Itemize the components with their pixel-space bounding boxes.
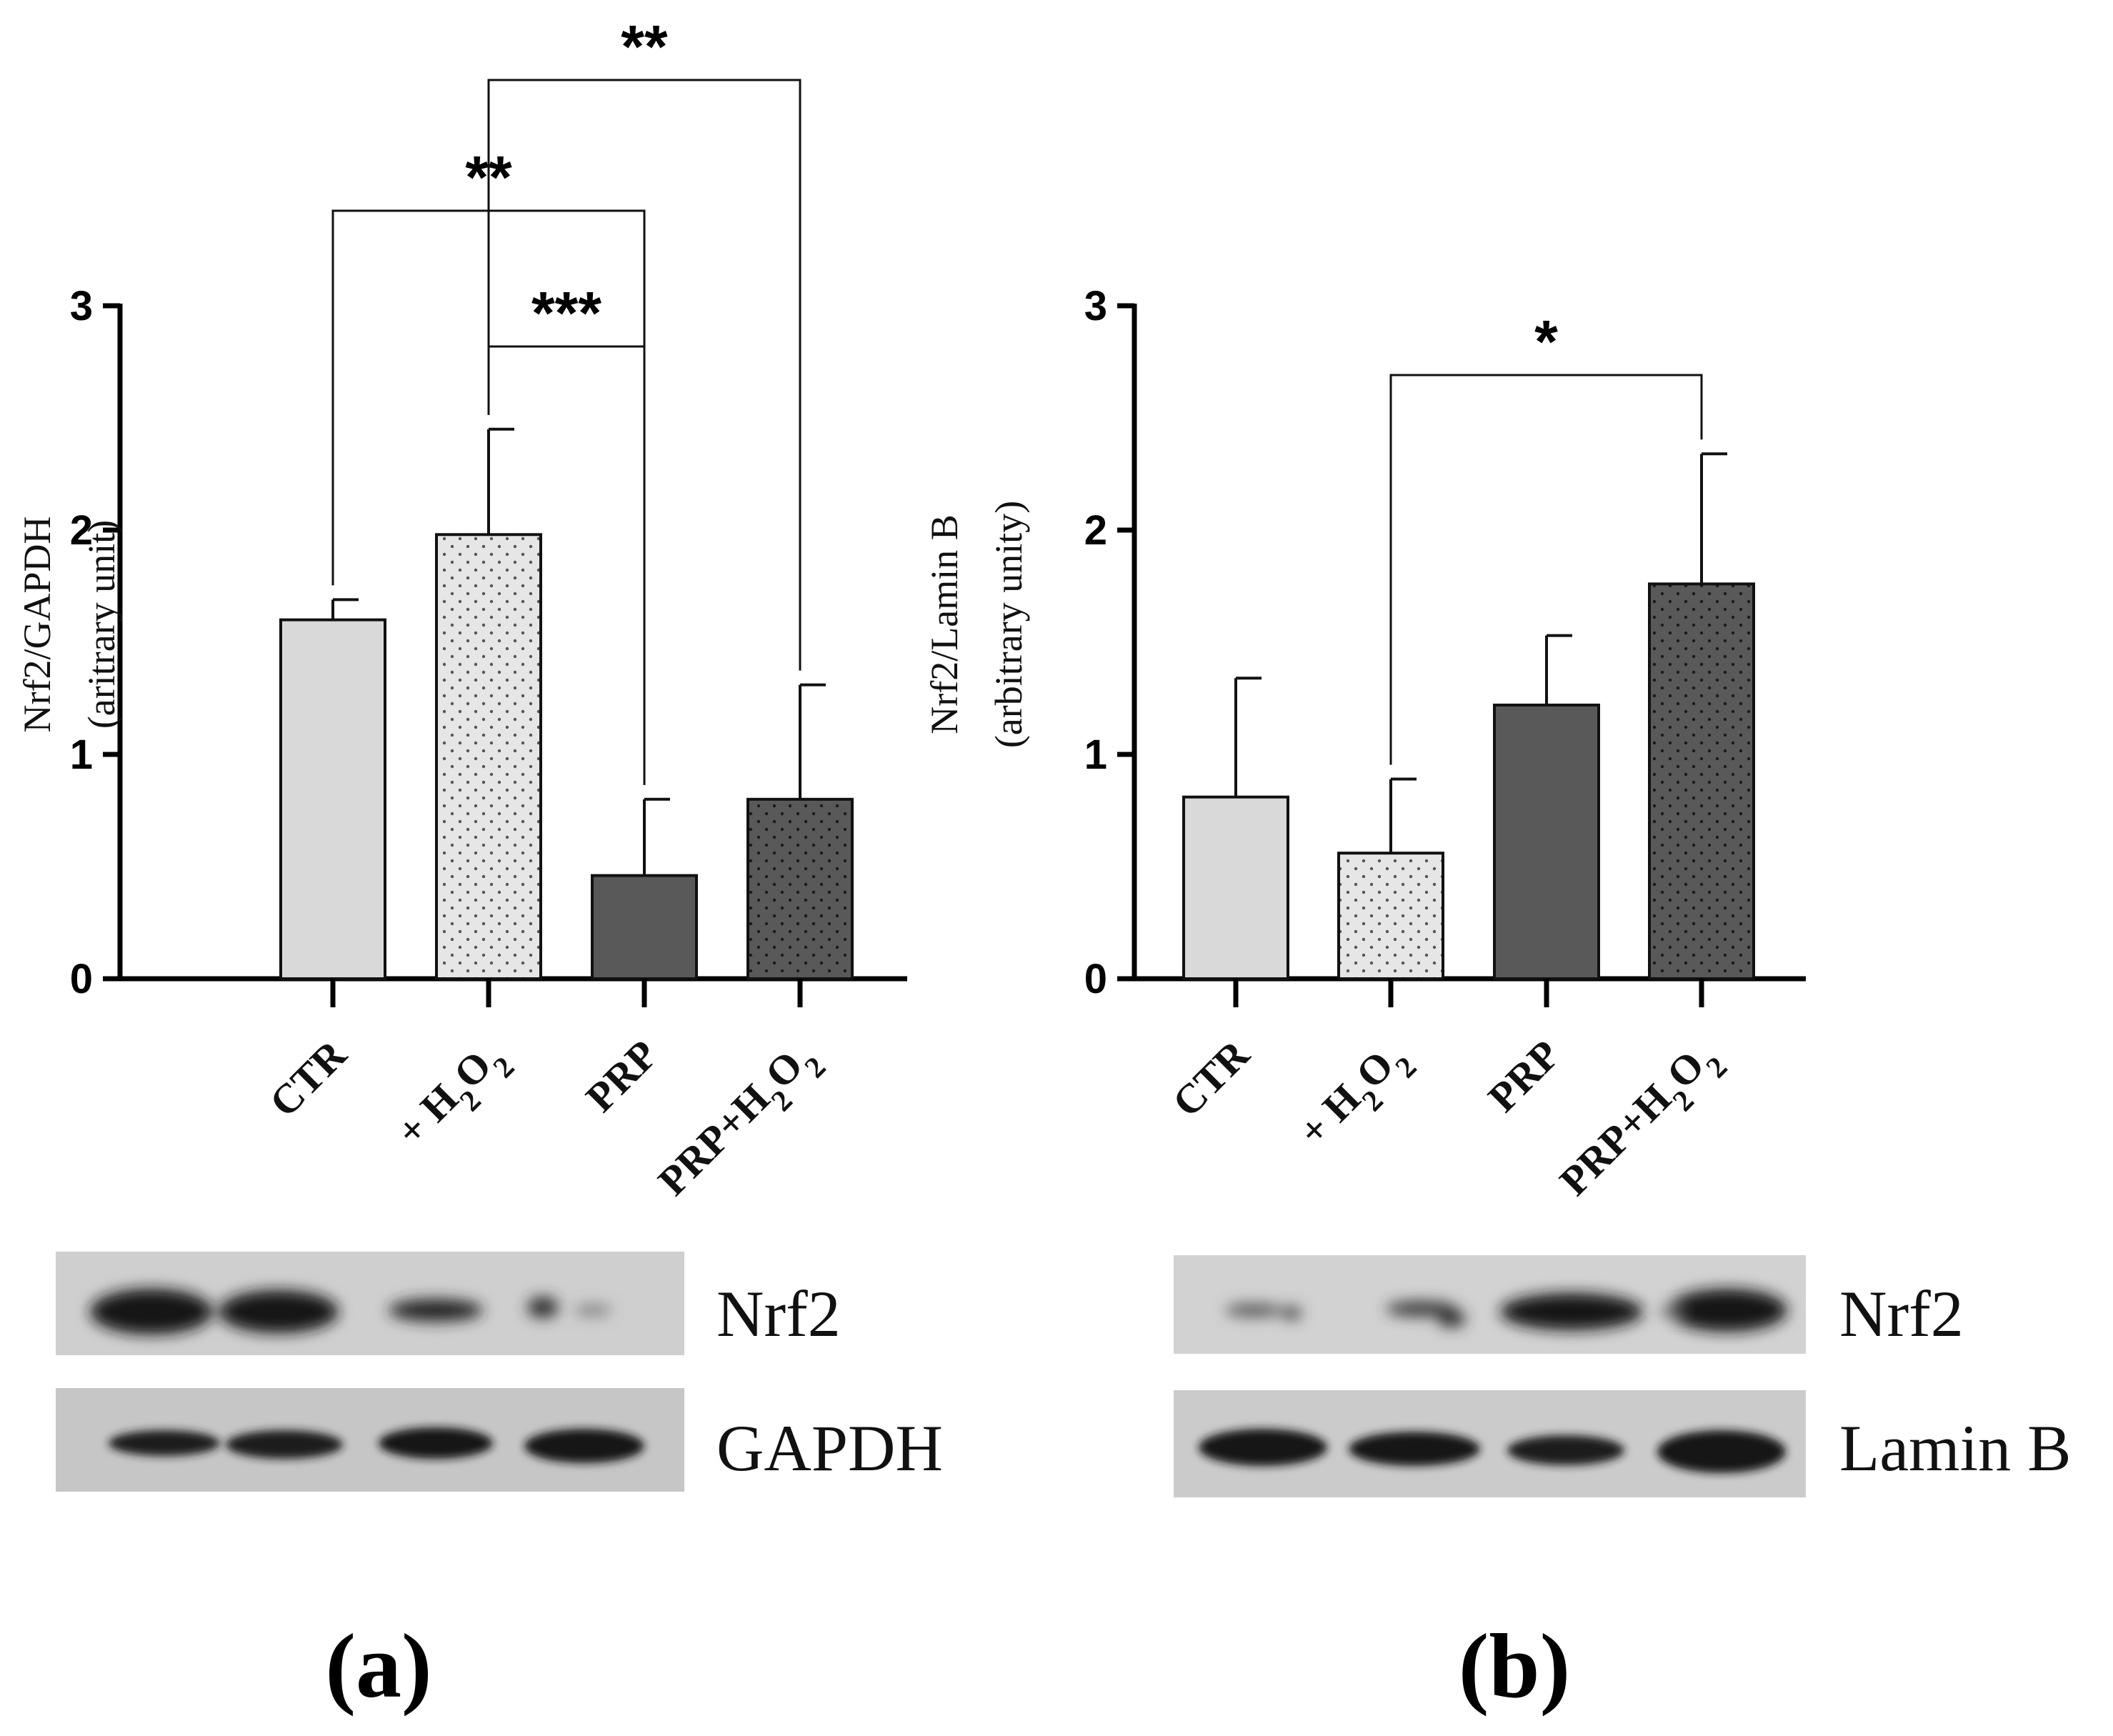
y-tick-label: 2 [70,507,93,554]
western-blot-a: Nrf2 GAPDH [56,1252,943,1492]
chart-panel-a: 0 1 2 3 Nrf2/GAPDH (aritrary unit) CTR + H2O2 PR… [16,13,907,1214]
chart-panel-b: 0 1 2 3 Nrf2/Lamin B (arbitrary unity) CTR + H2… [923,283,1806,1214]
blot-label-laminb-b: Lamin B [1839,1412,2072,1485]
x-tick-label: + H2O2 [387,1031,521,1164]
significance-bracket [1389,374,1703,765]
y-tick-label: 0 [1084,956,1107,1002]
bar [1337,852,1444,981]
bar [746,797,854,981]
x-tick-label: PRP [1479,1031,1569,1121]
x-tick-label: PRP+H2O2 [649,1031,833,1214]
x-tick-label: CTR [1164,1030,1259,1125]
significance-label: *** [531,279,601,346]
bar [1493,703,1600,980]
western-blot-b: Nrf2 Lamin B [1174,1255,2072,1497]
y-tick-label: 3 [70,283,93,329]
panel-label-b: (b) [1459,1615,1570,1717]
significance-bracket [487,79,801,671]
y-tick-label: 0 [70,956,93,1002]
x-tick-label: + H2O2 [1289,1031,1423,1164]
y-tick-label: 3 [1084,283,1107,329]
bar [591,874,698,981]
blot-label-nrf2-b: Nrf2 [1839,1277,1964,1350]
x-tick-label: CTR [261,1030,356,1125]
y-tick-label: 1 [70,732,93,778]
x-tick-label: PRP [577,1031,667,1121]
y-tick-label: 1 [1084,732,1107,778]
y-axis-title: Nrf2/Lamin B [923,514,966,734]
bar [1648,582,1755,980]
y-axis-subtitle: (arbitrary unity) [987,501,1030,748]
bar [1182,795,1289,981]
bar [435,533,542,980]
y-axis-title: Nrf2/GAPDH [16,517,59,733]
x-tick-label: PRP+H2O2 [1551,1031,1734,1214]
bar [279,618,386,980]
significance-label: * [1534,308,1558,375]
blot-label-nrf2-a: Nrf2 [716,1277,841,1350]
y-tick-label: 2 [1084,507,1107,554]
y-axis-subtitle: (aritrary unit) [80,520,123,729]
significance-label: ** [621,13,668,80]
panel-label-a: (a) [325,1615,431,1717]
blot-label-gapdh-a: GAPDH [716,1412,943,1485]
